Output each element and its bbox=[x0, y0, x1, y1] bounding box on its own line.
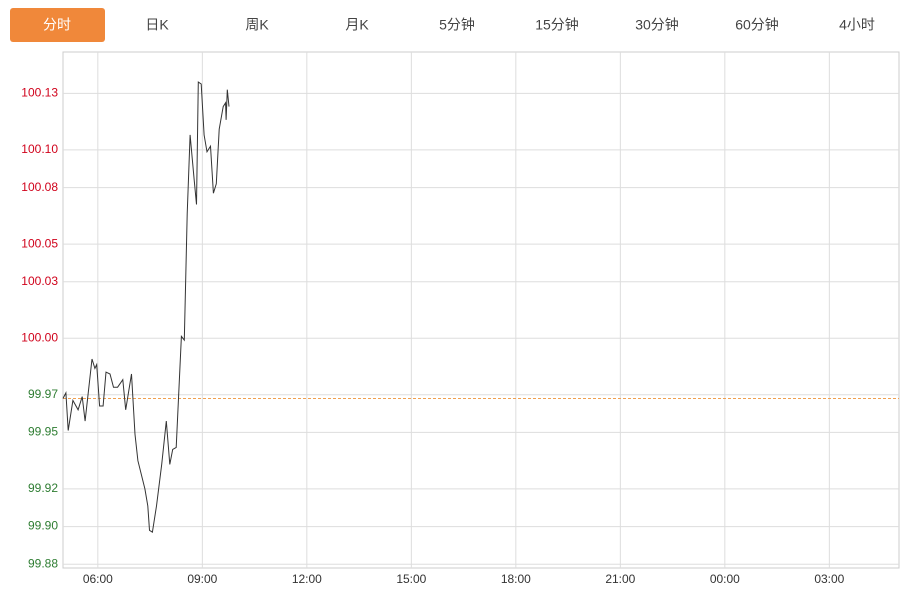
y-tick-label: 100.05 bbox=[21, 236, 58, 250]
tab[interactable]: 5分钟 bbox=[439, 17, 475, 33]
tab[interactable]: 周K bbox=[245, 17, 269, 33]
price-line bbox=[62, 81, 230, 534]
x-tick-label: 18:00 bbox=[501, 572, 531, 586]
tab[interactable]: 60分钟 bbox=[735, 17, 779, 33]
tab-active-bg bbox=[10, 8, 105, 42]
tab[interactable]: 4小时 bbox=[839, 17, 875, 33]
tab[interactable]: 月K bbox=[345, 17, 369, 33]
y-tick-label: 100.03 bbox=[21, 274, 58, 288]
tab[interactable]: 日K bbox=[145, 17, 169, 33]
x-tick-label: 12:00 bbox=[292, 572, 322, 586]
x-tick-label: 06:00 bbox=[83, 572, 113, 586]
y-tick-label: 100.10 bbox=[21, 142, 58, 156]
y-tick-label: 99.88 bbox=[28, 556, 58, 570]
tab[interactable]: 15分钟 bbox=[535, 17, 579, 33]
x-tick-label: 03:00 bbox=[814, 572, 844, 586]
x-tick-label: 09:00 bbox=[187, 572, 217, 586]
y-tick-label: 100.00 bbox=[21, 330, 58, 344]
y-tick-label: 100.13 bbox=[21, 86, 58, 100]
tab[interactable]: 分时 bbox=[43, 17, 71, 33]
y-tick-label: 99.95 bbox=[28, 425, 58, 439]
plot-frame bbox=[62, 51, 900, 569]
x-tick-label: 15:00 bbox=[396, 572, 426, 586]
tab-bar: 分时 日K 周K 月K 5分钟 15分钟 30分钟 60分钟 4小时 bbox=[10, 8, 875, 42]
x-tick-label: 00:00 bbox=[710, 572, 740, 586]
y-tick-label: 99.92 bbox=[28, 481, 58, 495]
y-tick-label: 100.08 bbox=[21, 180, 58, 194]
y-tick-label: 99.90 bbox=[28, 519, 58, 533]
x-tick-label: 21:00 bbox=[605, 572, 635, 586]
tab[interactable]: 30分钟 bbox=[635, 17, 679, 33]
y-tick-label: 99.97 bbox=[28, 387, 58, 401]
